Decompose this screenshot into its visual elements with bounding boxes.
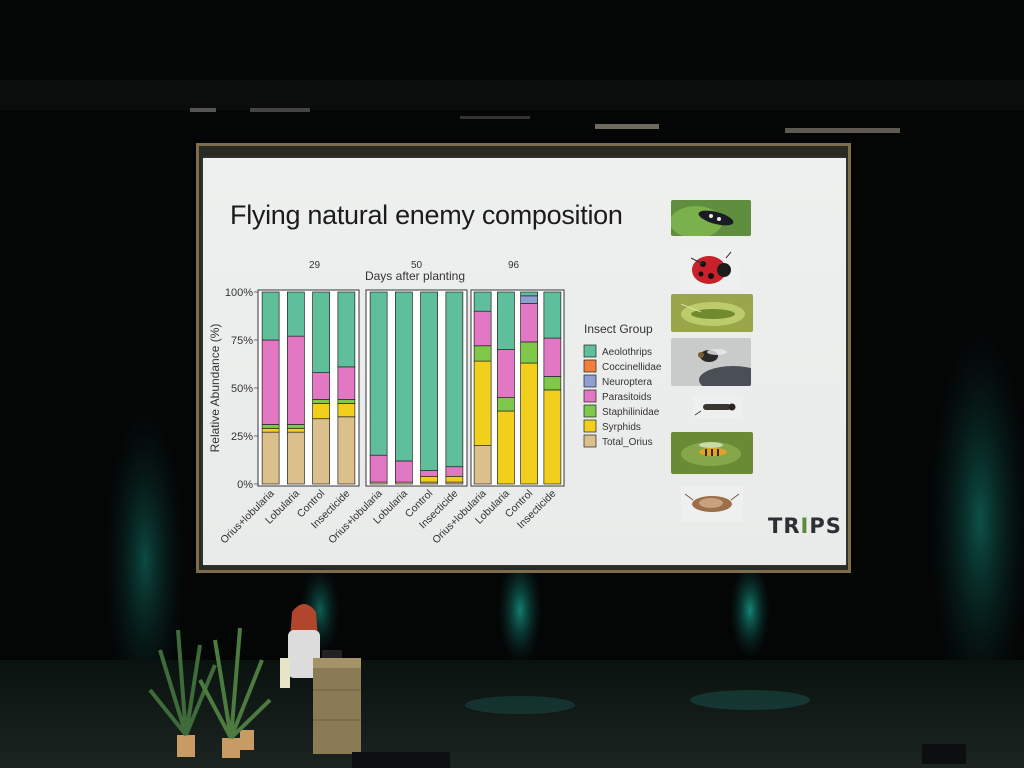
y-tick-label: 25%	[231, 431, 253, 443]
legend-swatch	[583, 374, 597, 388]
lacewing-photo	[671, 294, 753, 332]
legend-swatch	[583, 404, 597, 418]
bar-segment	[473, 291, 492, 312]
legend-title: Insect Group	[584, 322, 653, 336]
y-tick-label: 75%	[231, 335, 253, 347]
bar-segment	[337, 291, 356, 368]
projection-screen: Flying natural enemy composition Relativ…	[203, 158, 846, 565]
legend-entry: Aeolothrips	[602, 347, 652, 358]
bar-segment	[520, 291, 538, 297]
trips-logo: TRIPS	[768, 514, 842, 538]
slide-title: Flying natural enemy composition	[230, 200, 623, 230]
legend-swatch	[583, 419, 597, 433]
chart-title: Days after planting	[365, 269, 465, 283]
legend-swatch	[583, 344, 597, 358]
stacked-bar-chart: Relative Abundance (%) 0% 25% 50% 75% 100% Day…	[208, 260, 662, 546]
legend-swatch	[583, 434, 597, 448]
legend-swatch	[583, 359, 597, 373]
beetle-photo	[671, 200, 751, 236]
bar-segment	[445, 291, 464, 468]
legend-entry: Staphilinidae	[602, 407, 660, 418]
legend-entry: Neuroptera	[602, 377, 652, 388]
bar-segment	[497, 291, 515, 350]
y-tick-label: 50%	[231, 383, 253, 395]
bar-segment	[420, 291, 438, 471]
legend-entry: Syrphids	[602, 422, 641, 433]
potted-plants	[148, 627, 272, 758]
facet-label: 50	[411, 260, 423, 271]
bar-segment	[543, 291, 562, 339]
legend-swatch	[583, 389, 597, 403]
stage-monitor	[352, 752, 450, 768]
lectern	[313, 650, 361, 754]
speaker	[280, 604, 320, 688]
ladybird-photo	[681, 246, 741, 290]
hoverfly-photo	[671, 432, 753, 474]
legend-entry: Parasitoids	[602, 392, 651, 403]
parasitoid-photo	[671, 338, 751, 386]
bar-segment	[369, 291, 388, 456]
bar-segment	[312, 291, 330, 373]
legend-entry: Total_Orius	[602, 437, 653, 448]
bar-segment	[395, 291, 413, 462]
orius-photo	[681, 486, 743, 522]
staphylinid-photo	[693, 396, 743, 418]
stage-speaker-box	[922, 744, 966, 764]
bar-segment	[287, 291, 305, 337]
legend-entry: Coccinellidae	[602, 362, 662, 373]
facet-label: 96	[508, 260, 520, 271]
y-axis-title: Relative Abundance (%)	[208, 324, 222, 453]
facet-label: 29	[309, 260, 321, 271]
y-tick-label: 0%	[237, 479, 253, 491]
y-tick-label: 100%	[225, 287, 253, 299]
bar-segment	[261, 291, 280, 341]
